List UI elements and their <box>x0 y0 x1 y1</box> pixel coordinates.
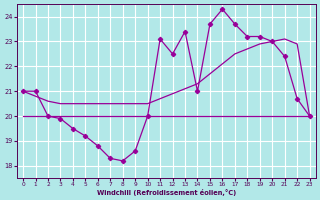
X-axis label: Windchill (Refroidissement éolien,°C): Windchill (Refroidissement éolien,°C) <box>97 189 236 196</box>
